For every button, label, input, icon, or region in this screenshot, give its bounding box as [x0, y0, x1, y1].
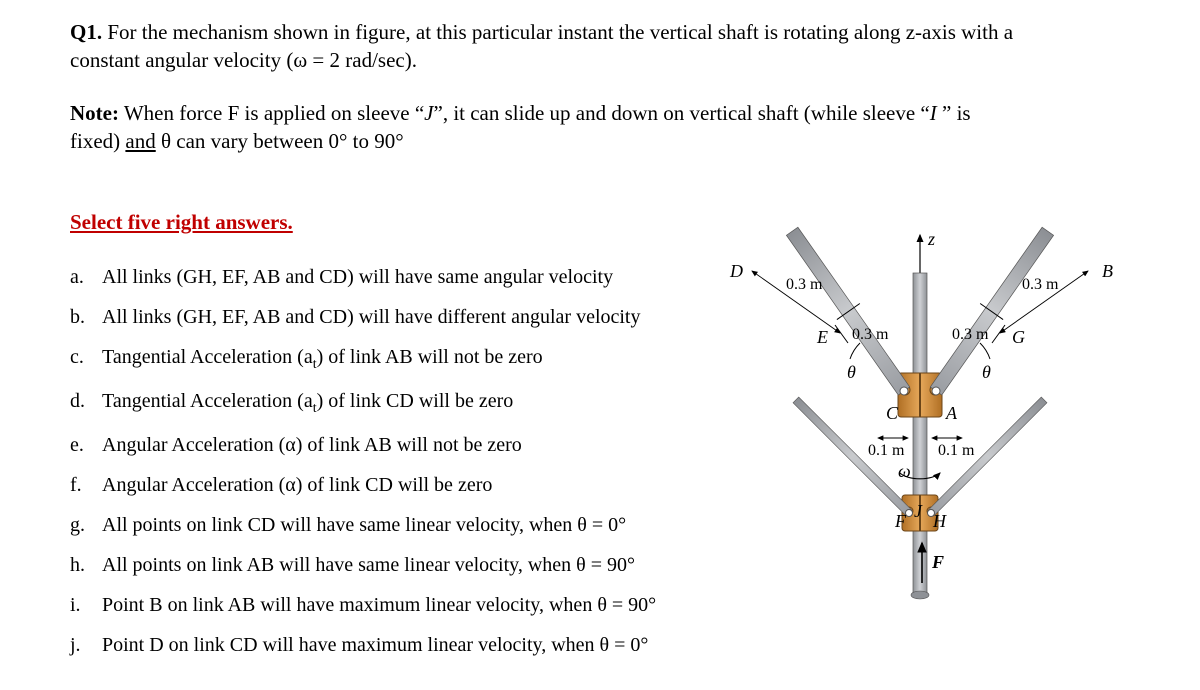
dim-lower-left: 0.1 m: [868, 442, 905, 459]
option-b: b.All links (GH, EF, AB and CD) will hav…: [70, 303, 710, 331]
note-text-2a: fixed): [70, 129, 125, 153]
note-block: Note: When force F is applied on sleeve …: [70, 99, 1130, 156]
label-omega: ω: [898, 461, 911, 481]
question-text-1: For the mechanism shown in figure, at th…: [107, 20, 1013, 44]
option-a: a.All links (GH, EF, AB and CD) will hav…: [70, 263, 710, 291]
label-B: B: [1102, 261, 1113, 281]
option-d: d.Tangential Acceleration (at) of link C…: [70, 387, 710, 419]
option-f: f.Angular Acceleration (α) of link CD wi…: [70, 471, 710, 499]
label-E: E: [816, 327, 828, 347]
dim-inner-right: 0.3 m: [952, 326, 989, 343]
question-line-1: Q1. For the mechanism shown in figure, a…: [70, 18, 1130, 46]
label-z: z: [927, 229, 935, 249]
dim-lower-right: 0.1 m: [938, 442, 975, 459]
label-C: C: [886, 403, 899, 423]
label-G: G: [1012, 327, 1025, 347]
label-H: H: [932, 511, 947, 531]
note-i: I: [930, 101, 942, 125]
question-number: Q1.: [70, 20, 102, 44]
label-D: D: [729, 261, 743, 281]
dim-outer-left: 0.3 m: [786, 276, 823, 293]
option-c: c.Tangential Acceleration (at) of link A…: [70, 343, 710, 375]
option-i: i.Point B on link AB will have maximum l…: [70, 591, 710, 619]
label-J: J: [914, 501, 923, 521]
note-j: J: [424, 101, 433, 125]
note-text-1e: ” is: [942, 101, 971, 125]
label-theta-l: θ: [847, 362, 856, 382]
label-Fload: F: [931, 552, 944, 572]
dim-outer-right: 0.3 m: [1022, 276, 1059, 293]
option-j: j.Point D on link CD will have maximum l…: [70, 631, 710, 659]
note-text-1a: When force F is applied on sleeve “: [124, 101, 424, 125]
note-text-2c: θ can vary between 0° to 90°: [156, 129, 404, 153]
option-h: h.All points on link AB will have same l…: [70, 551, 710, 579]
label-F: F: [894, 511, 907, 531]
option-g: g.All points on link CD will have same l…: [70, 511, 710, 539]
label-A: A: [945, 403, 958, 423]
label-theta-r: θ: [982, 362, 991, 382]
note-text-1c: ”, it can slide up and down on vertical …: [434, 101, 930, 125]
note-prefix: Note:: [70, 101, 119, 125]
mechanism-figure: z I J: [710, 263, 1130, 623]
dim-inner-left: 0.3 m: [852, 326, 889, 343]
option-e: e.Angular Acceleration (α) of link AB wi…: [70, 431, 710, 459]
options-list: a.All links (GH, EF, AB and CD) will hav…: [70, 263, 710, 670]
question-line-2: constant angular velocity (ω = 2 rad/sec…: [70, 46, 1130, 74]
note-and: and: [125, 129, 155, 153]
